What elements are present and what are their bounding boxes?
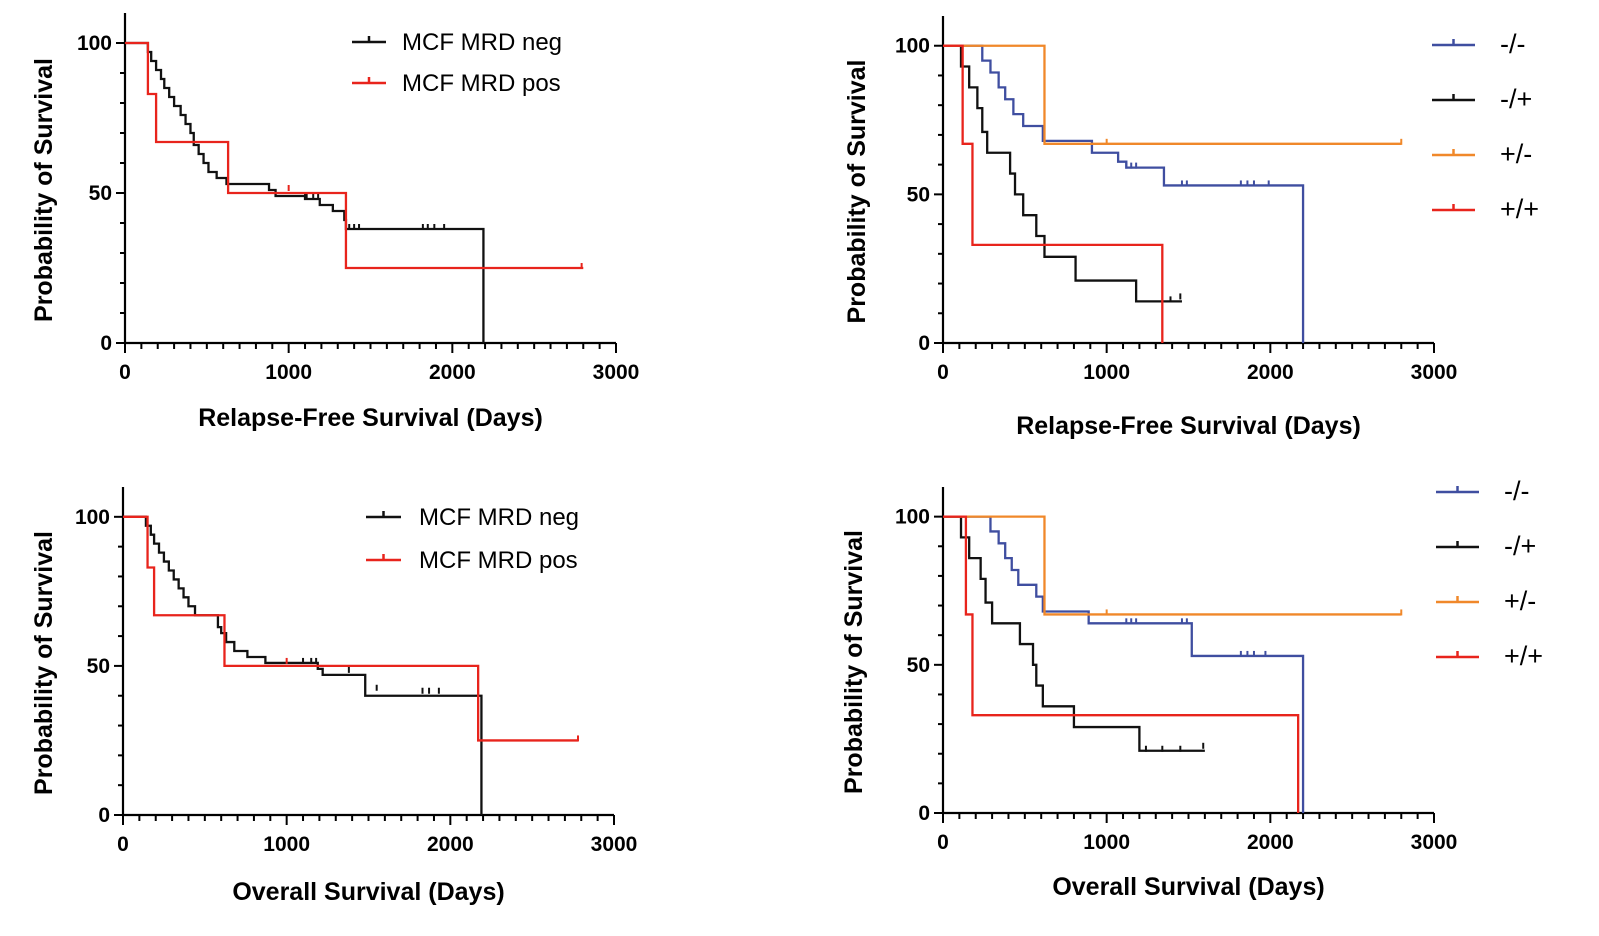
x-tick-label: 3000 xyxy=(591,833,638,856)
x-tick-label: 3000 xyxy=(593,361,640,384)
y-axis-title: Probability of Survival xyxy=(30,58,58,322)
survival-curve-1 xyxy=(125,41,485,343)
survival-curve-3 xyxy=(943,44,1402,145)
x-axis-title: Overall Survival (Days) xyxy=(1052,873,1324,901)
y-tick-label: 50 xyxy=(907,183,930,206)
legend-label-2: -/+ xyxy=(1500,84,1532,114)
survival-curve-1 xyxy=(943,515,1305,813)
y-axis-title: Probability of Survival xyxy=(30,531,58,795)
x-tick-label: 1000 xyxy=(1083,361,1130,384)
x-axis-title: Overall Survival (Days) xyxy=(232,878,504,906)
survival-curve-2 xyxy=(125,41,584,270)
x-tick-label: 3000 xyxy=(1411,361,1458,384)
x-tick-label: 2000 xyxy=(427,833,474,856)
x-tick-label: 0 xyxy=(119,361,131,384)
y-tick-label: 100 xyxy=(895,506,930,529)
survival-curve-2 xyxy=(943,515,1205,752)
x-axis-title: Relapse-Free Survival (Days) xyxy=(198,404,543,432)
y-tick-label: 0 xyxy=(918,332,930,355)
y-tick-label: 100 xyxy=(895,35,930,58)
x-tick-label: 3000 xyxy=(1411,831,1458,854)
legend-label-1: -/- xyxy=(1504,476,1529,506)
x-tick-label: 0 xyxy=(937,831,949,854)
x-tick-label: 1000 xyxy=(265,361,312,384)
survival-curve-4 xyxy=(943,515,1300,813)
survival-curve-3 xyxy=(943,515,1402,616)
y-tick-label: 50 xyxy=(907,654,930,677)
x-tick-label: 2000 xyxy=(1247,361,1294,384)
legend-label-1: MCF MRD neg xyxy=(419,504,579,531)
survival-curve-2 xyxy=(943,44,1182,303)
legend-label-2: -/+ xyxy=(1504,531,1536,561)
x-axis-title: Relapse-Free Survival (Days) xyxy=(1016,412,1361,440)
legend-label-1: -/- xyxy=(1500,29,1525,59)
legend-label-2: MCF MRD pos xyxy=(419,547,578,574)
y-axis-title: Probability of Survival xyxy=(843,60,871,324)
survival-curve-2 xyxy=(123,515,578,742)
y-axis-title: Probability of Survival xyxy=(840,530,868,794)
y-tick-label: 50 xyxy=(87,655,110,678)
y-tick-label: 100 xyxy=(75,506,110,529)
legend-label-3: +/- xyxy=(1500,139,1532,169)
y-tick-label: 0 xyxy=(98,804,110,827)
legend-label-4: +/+ xyxy=(1500,194,1539,224)
legend-label-3: +/- xyxy=(1504,586,1536,616)
x-tick-label: 2000 xyxy=(1247,831,1294,854)
x-tick-label: 0 xyxy=(117,833,129,856)
legend-label-4: +/+ xyxy=(1504,641,1543,671)
x-tick-label: 1000 xyxy=(1083,831,1130,854)
legend-label-1: MCF MRD neg xyxy=(402,29,562,56)
survival-curve-4 xyxy=(943,44,1164,343)
legend-label-2: MCF MRD pos xyxy=(402,70,561,97)
survival-curve-1 xyxy=(943,44,1305,343)
y-tick-label: 0 xyxy=(100,332,112,355)
x-tick-label: 1000 xyxy=(263,833,310,856)
x-tick-label: 2000 xyxy=(429,361,476,384)
x-tick-label: 0 xyxy=(937,361,949,384)
y-tick-label: 50 xyxy=(89,182,112,205)
y-tick-label: 100 xyxy=(77,32,112,55)
y-tick-label: 0 xyxy=(918,802,930,825)
